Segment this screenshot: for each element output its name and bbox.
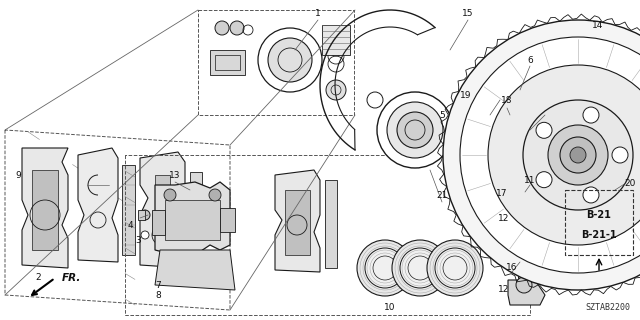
Text: B-21: B-21 [587,210,611,220]
Text: 6: 6 [527,55,533,65]
Text: 1: 1 [315,9,321,18]
Circle shape [488,65,640,245]
Text: 14: 14 [592,20,604,29]
Polygon shape [518,255,530,278]
Circle shape [570,147,586,163]
Circle shape [548,125,608,185]
Circle shape [326,80,346,100]
Text: 4: 4 [127,220,133,229]
Circle shape [164,189,176,201]
Circle shape [536,122,552,138]
Circle shape [443,20,640,290]
Text: 17: 17 [496,188,508,197]
Polygon shape [220,208,235,232]
Text: 12: 12 [499,213,509,222]
Circle shape [583,107,599,123]
Polygon shape [508,280,545,305]
Polygon shape [155,182,230,255]
Circle shape [397,112,433,148]
Bar [565,190,633,255]
Circle shape [560,137,596,173]
Text: 18: 18 [501,95,513,105]
Text: 13: 13 [169,171,180,180]
Text: 5: 5 [439,110,445,119]
Polygon shape [520,165,575,250]
Polygon shape [32,170,58,250]
Circle shape [523,100,633,210]
Text: 10: 10 [384,303,396,313]
Circle shape [140,210,150,220]
Circle shape [583,187,599,203]
Circle shape [400,248,440,288]
Polygon shape [190,172,202,260]
Text: 7: 7 [155,281,161,290]
Circle shape [230,21,244,35]
Circle shape [215,21,229,35]
Polygon shape [122,165,135,255]
Circle shape [536,172,552,188]
Polygon shape [140,152,185,268]
Circle shape [357,240,413,296]
Polygon shape [78,148,118,262]
Circle shape [435,248,475,288]
Circle shape [258,28,322,92]
Polygon shape [138,210,145,220]
Circle shape [209,189,221,201]
Polygon shape [155,175,170,215]
Text: 2: 2 [35,274,41,283]
Circle shape [510,202,526,218]
Polygon shape [275,170,320,272]
Circle shape [268,38,312,82]
Text: 15: 15 [462,9,474,18]
Bar [198,10,354,115]
Polygon shape [155,250,235,290]
Text: 8: 8 [155,291,161,300]
Circle shape [365,248,405,288]
Text: 16: 16 [506,263,518,273]
Polygon shape [285,190,310,255]
Polygon shape [510,88,526,98]
Polygon shape [22,148,68,268]
Polygon shape [152,210,165,235]
Circle shape [427,240,483,296]
Circle shape [377,92,453,168]
Circle shape [141,231,149,239]
Polygon shape [165,200,220,240]
Text: 3: 3 [135,236,141,244]
Circle shape [516,277,532,293]
Text: 21: 21 [436,190,448,199]
Polygon shape [322,25,350,55]
Polygon shape [508,240,545,265]
Circle shape [612,147,628,163]
Polygon shape [210,50,245,75]
Text: SZTAB2200: SZTAB2200 [585,303,630,312]
Text: 20: 20 [624,179,636,188]
Text: FR.: FR. [62,273,81,283]
Text: B-21-1: B-21-1 [581,230,617,240]
Circle shape [387,102,443,158]
Circle shape [460,37,640,273]
Text: 12: 12 [499,285,509,294]
Text: 19: 19 [460,91,472,100]
Circle shape [456,113,500,157]
Polygon shape [325,180,337,268]
Text: 9: 9 [15,171,21,180]
Text: 11: 11 [524,175,536,185]
Circle shape [392,240,448,296]
